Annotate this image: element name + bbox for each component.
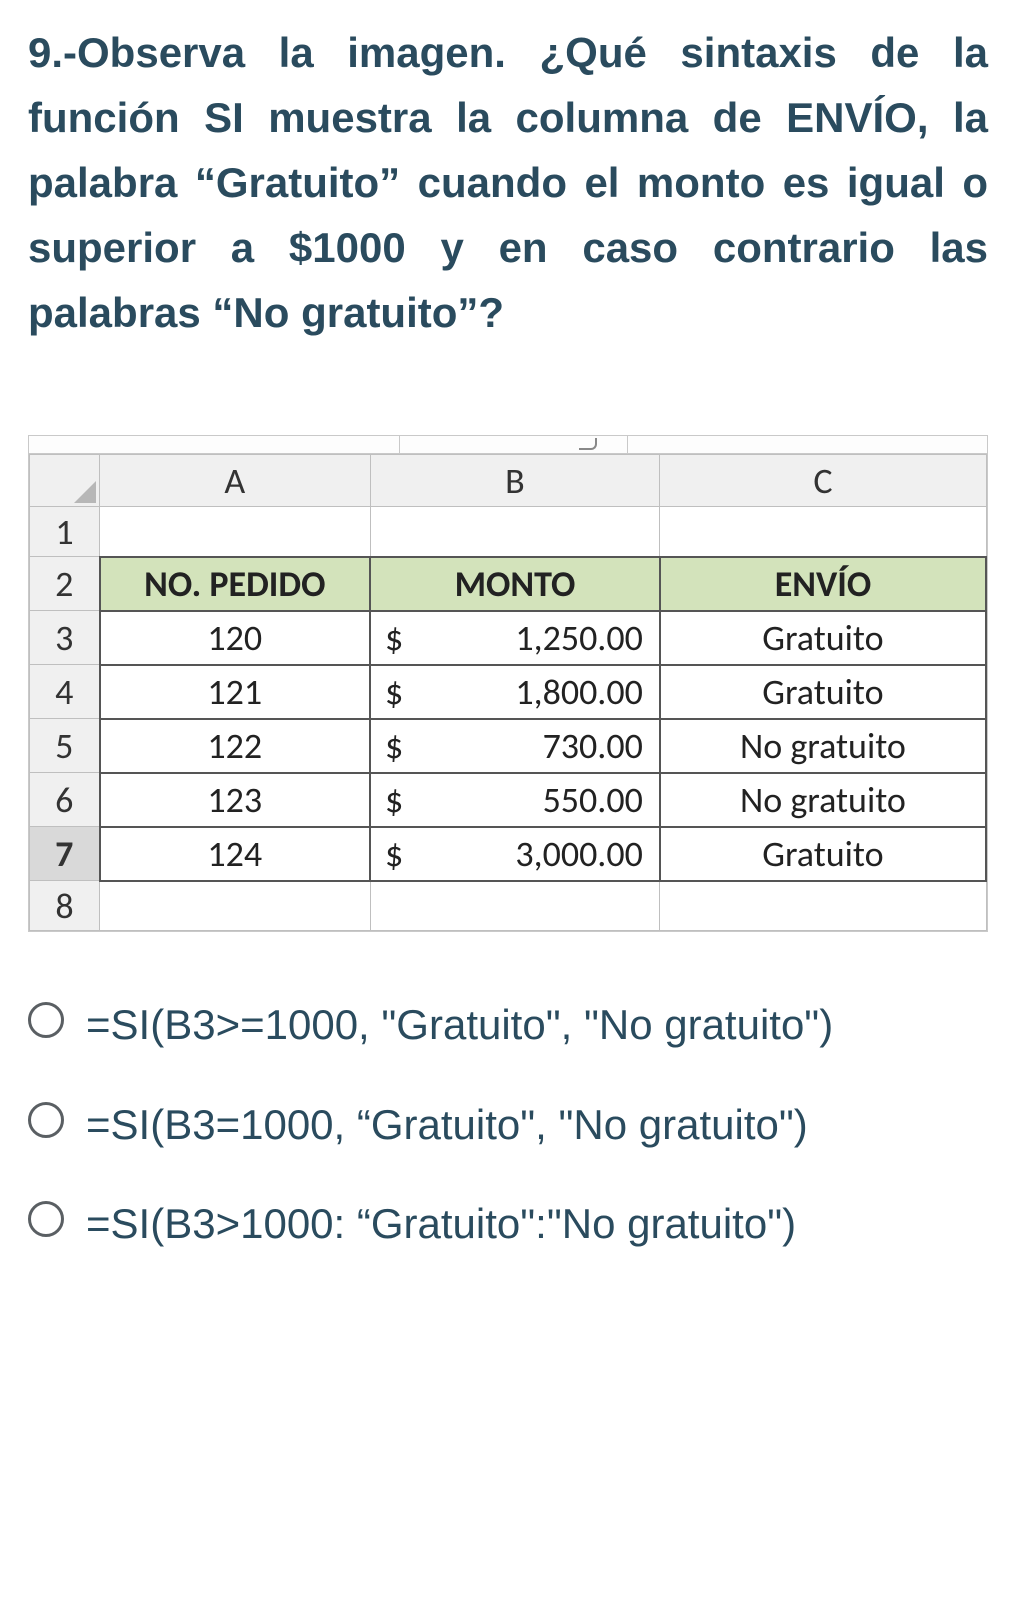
question-text: 9.-Observa la imagen. ¿Qué sintaxis de l…	[28, 20, 988, 345]
select-all-corner	[30, 455, 100, 507]
currency-value: 550.00	[543, 778, 643, 822]
row-8: 8	[30, 881, 987, 931]
cell-c7: Gratuito	[660, 827, 986, 881]
option-1[interactable]: =SI(B3>=1000, "Gratuito", "No gratuito")	[28, 992, 988, 1057]
currency-symbol: $	[385, 778, 403, 822]
row-1: 1	[30, 507, 987, 557]
cell-a4: 121	[100, 665, 371, 719]
row-header: 1	[30, 507, 100, 557]
cell-a2: NO. PEDIDO	[100, 557, 371, 611]
cell-c4: Gratuito	[660, 665, 986, 719]
cell-a7: 124	[100, 827, 371, 881]
option-2[interactable]: =SI(B3=1000, “Gratuito", "No gratuito")	[28, 1092, 988, 1157]
cell-c3: Gratuito	[660, 611, 986, 665]
row-5: 5 122 $730.00 No gratuito	[30, 719, 987, 773]
currency-value: 3,000.00	[515, 832, 643, 876]
currency-symbol: $	[385, 832, 403, 876]
row-header: 5	[30, 719, 100, 773]
cell-c2: ENVÍO	[660, 557, 986, 611]
cell-b4: $1,800.00	[370, 665, 660, 719]
currency-value: 1,250.00	[515, 616, 643, 660]
currency-value: 730.00	[543, 724, 643, 768]
spreadsheet-screenshot: A B C 1 2 NO. PEDIDO MONTO ENVÍO 3 120 $…	[28, 435, 988, 932]
option-text: =SI(B3>1000: “Gratuito":"No gratuito")	[86, 1191, 988, 1256]
formula-bar-stub	[29, 436, 987, 454]
col-header-c: C	[660, 455, 986, 507]
cell-a5: 122	[100, 719, 371, 773]
row-3: 3 120 $1,250.00 Gratuito	[30, 611, 987, 665]
radio-icon[interactable]	[28, 1002, 64, 1038]
cell-b7: $3,000.00	[370, 827, 660, 881]
spreadsheet-table: A B C 1 2 NO. PEDIDO MONTO ENVÍO 3 120 $…	[29, 454, 987, 931]
currency-symbol: $	[385, 670, 403, 714]
row-7: 7 124 $3,000.00 Gratuito	[30, 827, 987, 881]
currency-symbol: $	[385, 616, 403, 660]
option-3[interactable]: =SI(B3>1000: “Gratuito":"No gratuito")	[28, 1191, 988, 1256]
currency-value: 1,800.00	[515, 670, 643, 714]
cell-b3: $1,250.00	[370, 611, 660, 665]
column-header-row: A B C	[30, 455, 987, 507]
cell-a6: 123	[100, 773, 371, 827]
col-header-b: B	[370, 455, 660, 507]
cell-c5: No gratuito	[660, 719, 986, 773]
row-2-headers: 2 NO. PEDIDO MONTO ENVÍO	[30, 557, 987, 611]
col-header-a: A	[100, 455, 371, 507]
radio-icon[interactable]	[28, 1102, 64, 1138]
row-header: 6	[30, 773, 100, 827]
option-text: =SI(B3=1000, “Gratuito", "No gratuito")	[86, 1092, 988, 1157]
row-header: 4	[30, 665, 100, 719]
row-header-selected: 7	[30, 827, 100, 881]
cell-b6: $550.00	[370, 773, 660, 827]
row-4: 4 121 $1,800.00 Gratuito	[30, 665, 987, 719]
cell-a3: 120	[100, 611, 371, 665]
cell-b5: $730.00	[370, 719, 660, 773]
row-6: 6 123 $550.00 No gratuito	[30, 773, 987, 827]
row-header: 8	[30, 881, 100, 931]
cell-b2: MONTO	[370, 557, 660, 611]
radio-icon[interactable]	[28, 1201, 64, 1237]
cell-c6: No gratuito	[660, 773, 986, 827]
currency-symbol: $	[385, 724, 403, 768]
answer-options: =SI(B3>=1000, "Gratuito", "No gratuito")…	[28, 992, 988, 1255]
row-header: 3	[30, 611, 100, 665]
row-header: 2	[30, 557, 100, 611]
option-text: =SI(B3>=1000, "Gratuito", "No gratuito")	[86, 992, 988, 1057]
